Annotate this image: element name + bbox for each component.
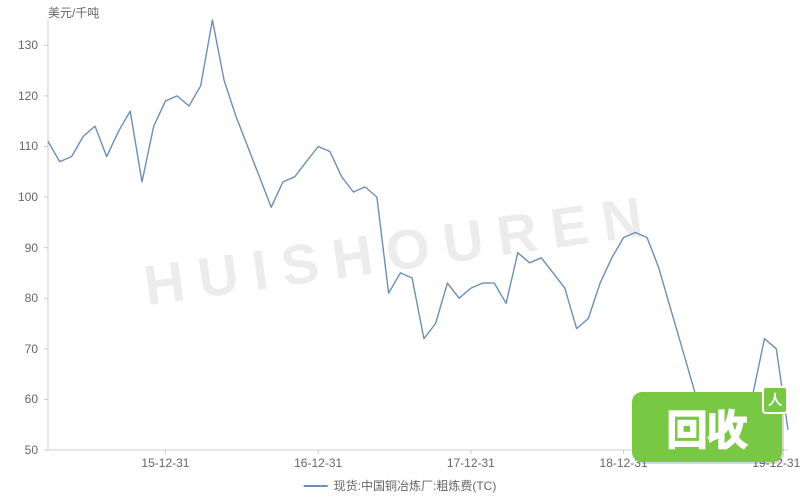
chart-container: HUISHOUREN 美元/千吨 5060708090100110120130 … <box>0 0 800 500</box>
y-tick-label: 130 <box>18 38 38 52</box>
logo-tag: 人 <box>762 386 788 414</box>
y-tick-label: 100 <box>18 190 38 204</box>
y-tick-label: 90 <box>25 241 38 255</box>
y-tick-label: 50 <box>25 443 38 457</box>
legend-label: 现货:中国铜冶炼厂:粗炼费(TC) <box>334 477 497 494</box>
legend: 现货:中国铜冶炼厂:粗炼费(TC) <box>304 477 497 494</box>
x-tick-label: 17-12-31 <box>447 456 495 470</box>
y-tick-label: 60 <box>25 392 38 406</box>
y-tick-label: 110 <box>19 139 38 153</box>
y-tick-label: 70 <box>25 342 38 356</box>
y-tick-label: 80 <box>25 291 38 305</box>
x-tick-label: 15-12-31 <box>141 456 189 470</box>
x-tick-label: 16-12-31 <box>294 456 342 470</box>
logo-text: 回收 <box>667 398 747 456</box>
y-tick-label: 120 <box>18 89 38 103</box>
logo-box: 回收 人 <box>632 392 782 462</box>
series-line <box>48 20 788 435</box>
legend-swatch <box>304 485 328 487</box>
